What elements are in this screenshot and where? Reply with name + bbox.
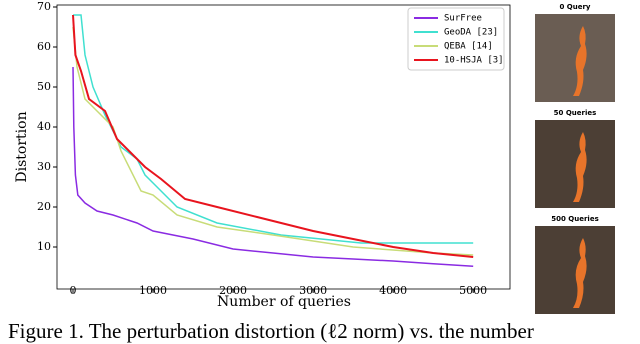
panel-texture <box>535 14 615 102</box>
x-tick-label: 4000 <box>379 284 407 297</box>
plot-frame <box>56 4 511 290</box>
salamander <box>573 238 587 308</box>
legend-box <box>407 7 505 71</box>
panel-title: 0 Query <box>559 3 590 11</box>
legend-label: GeoDA [23] <box>444 28 498 38</box>
legend-label: SurFree <box>444 14 482 24</box>
y-tick-label: 60 <box>37 40 51 53</box>
y-tick-label: 40 <box>37 120 51 133</box>
y-tick-label: 50 <box>37 80 51 93</box>
panel-texture <box>535 120 615 208</box>
x-axis-label: Number of queries <box>217 294 351 310</box>
x-tick-label: 5000 <box>459 284 487 297</box>
y-tick-label: 10 <box>37 240 51 253</box>
y-tick-label: 30 <box>37 160 51 173</box>
panel-title: 500 Queries <box>551 215 599 223</box>
x-tick-label: 2000 <box>219 284 247 297</box>
x-tick-label: 1000 <box>139 284 167 297</box>
salamander <box>573 26 587 96</box>
x-tick-label: 0 <box>70 284 77 297</box>
legend-label: QEBA [14] <box>444 42 493 52</box>
line-series <box>72 26 474 256</box>
y-axis-label: Distortion <box>14 111 30 182</box>
y-tick-label: 70 <box>37 0 51 13</box>
x-tick-label: 3000 <box>299 284 327 297</box>
y-tick-label: 20 <box>37 200 51 213</box>
line-series <box>72 14 474 258</box>
panel-texture <box>535 226 615 314</box>
legend-label: 10-HSJA [3] <box>444 56 504 66</box>
line-series <box>73 14 474 244</box>
caption: Figure 1. The perturbation distortion (ℓ… <box>8 319 534 343</box>
salamander <box>573 132 587 202</box>
line-series <box>72 66 474 267</box>
panel-title: 50 Queries <box>554 109 597 117</box>
